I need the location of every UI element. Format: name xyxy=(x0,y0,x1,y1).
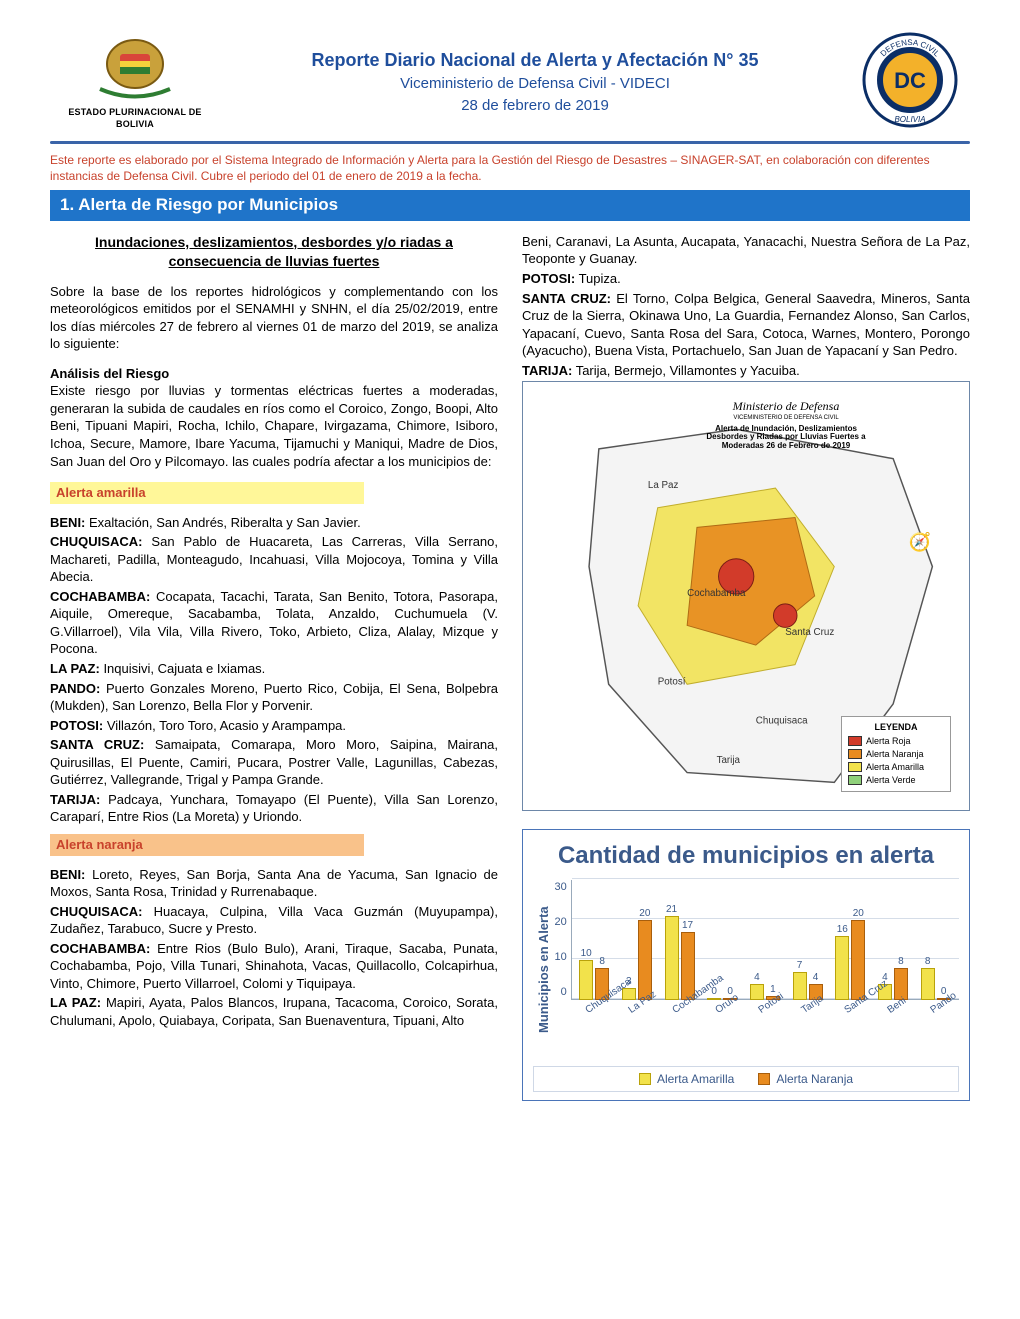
map-legend-row: Alerta Naranja xyxy=(848,748,944,760)
svg-text:Tarija: Tarija xyxy=(717,755,741,766)
left-column: Inundaciones, deslizamientos, desbordes … xyxy=(50,233,498,1101)
map-legend-row: Alerta Verde xyxy=(848,774,944,786)
two-column-layout: Inundaciones, deslizamientos, desbordes … xyxy=(50,233,970,1101)
dept-entry: Beni, Caranavi, La Asunta, Aucapata, Yan… xyxy=(522,233,970,268)
hazard-subtitle: Inundaciones, deslizamientos, desbordes … xyxy=(50,233,498,271)
dept-entry: TARIJA: Tarija, Bermejo, Villamontes y Y… xyxy=(522,362,970,380)
svg-text:BOLIVIA: BOLIVIA xyxy=(894,115,925,124)
yellow-alert-list: BENI: Exaltación, San Andrés, Riberalta … xyxy=(50,514,498,826)
map-legend-title: LEYENDA xyxy=(848,721,944,733)
map-legend-row: Alerta Amarilla xyxy=(848,761,944,773)
yellow-alert-bar: Alerta amarilla xyxy=(50,482,364,504)
svg-text:Potosí: Potosí xyxy=(658,677,686,688)
dept-entry: BENI: Loreto, Reyes, San Borja, Santa An… xyxy=(50,866,498,901)
right-column: Beni, Caranavi, La Asunta, Aucapata, Yan… xyxy=(522,233,970,1101)
report-header: ESTADO PLURINACIONAL DE BOLIVIA Reporte … xyxy=(50,30,970,135)
map-legend-row: Alerta Roja xyxy=(848,735,944,747)
bar-group: 1620 xyxy=(831,920,869,1000)
map-viceministry: VICEMINISTERIO DE DEFENSA CIVIL xyxy=(701,414,871,422)
report-date: 28 de febrero de 2019 xyxy=(220,96,850,116)
state-emblem-caption: ESTADO PLURINACIONAL DE BOLIVIA xyxy=(50,106,220,130)
svg-text:Chuquisaca: Chuquisaca xyxy=(756,716,808,727)
orange-alert-list: BENI: Loreto, Reyes, San Borja, Santa An… xyxy=(50,866,498,1030)
dept-entry: BENI: Exaltación, San Andrés, Riberalta … xyxy=(50,514,498,532)
chart-ylabel: Municipios en Alerta xyxy=(533,880,555,1060)
svg-text:DC: DC xyxy=(894,68,926,93)
chart-plot: 108320211700417416204880 ChuquisacaLa Pa… xyxy=(571,880,959,1040)
map-alert-title: Alerta de Inundación, Deslizamientos Des… xyxy=(701,425,871,451)
compass-icon: 🧭 xyxy=(909,530,931,554)
report-subtitle-1: Viceministerio de Defensa Civil - VIDECI xyxy=(220,74,850,94)
dept-entry: SANTA CRUZ: Samaipata, Comarapa, Moro Mo… xyxy=(50,736,498,789)
chart-yticks: 3020100 xyxy=(555,880,571,1020)
orange-alert-continuation: Beni, Caranavi, La Asunta, Aucapata, Yan… xyxy=(522,233,970,379)
dept-entry: SANTA CRUZ: El Torno, Colpa Belgica, Gen… xyxy=(522,290,970,360)
orange-alert-bar: Alerta naranja xyxy=(50,834,364,856)
chart-legend-item: Alerta Amarilla xyxy=(639,1071,734,1087)
analysis-paragraph: Existe riesgo por lluvias y tormentas el… xyxy=(50,382,498,470)
alert-map: La Paz Santa Cruz Cochabamba Potosí Chuq… xyxy=(522,381,970,811)
header-divider xyxy=(50,141,970,144)
chart-title: Cantidad de municipios en alerta xyxy=(533,842,959,870)
dept-entry: CHUQUISACA: San Pablo de Huacareta, Las … xyxy=(50,533,498,586)
chart-legend-item: Alerta Naranja xyxy=(758,1071,853,1087)
intro-note: Este reporte es elaborado por el Sistema… xyxy=(50,152,970,184)
analysis-heading: Análisis del Riesgo xyxy=(50,365,498,383)
svg-text:La Paz: La Paz xyxy=(648,480,679,491)
dept-entry: PANDO: Puerto Gonzales Moreno, Puerto Ri… xyxy=(50,680,498,715)
dept-entry: LA PAZ: Mapiri, Ayata, Palos Blancos, Ir… xyxy=(50,994,498,1029)
state-emblem: ESTADO PLURINACIONAL DE BOLIVIA xyxy=(50,34,220,130)
dept-entry: LA PAZ: Inquisivi, Cajuata e Ixiamas. xyxy=(50,660,498,678)
header-titles: Reporte Diario Nacional de Alerta y Afec… xyxy=(220,48,850,117)
dept-entry: COCHABAMBA: Entre Rios (Bulo Bulo), Aran… xyxy=(50,940,498,993)
map-header-text: Ministerio de Defensa VICEMINISTERIO DE … xyxy=(701,398,871,451)
dept-entry: TARIJA: Padcaya, Yunchara, Tomayapo (El … xyxy=(50,791,498,826)
defensa-civil-logo: DC DEFENSA CIVIL BOLIVIA xyxy=(850,30,970,135)
dept-entry: POTOSI: Tupiza. xyxy=(522,270,970,288)
intro-paragraph: Sobre la base de los reportes hidrológic… xyxy=(50,283,498,353)
section-1-header: 1. Alerta de Riesgo por Municipios xyxy=(50,190,970,221)
svg-text:Santa Cruz: Santa Cruz xyxy=(785,627,834,638)
map-legend: LEYENDA Alerta RojaAlerta NaranjaAlerta … xyxy=(841,716,951,793)
chart-legend: Alerta Amarilla Alerta Naranja xyxy=(533,1066,959,1092)
dept-entry: CHUQUISACA: Huacaya, Culpina, Villa Vaca… xyxy=(50,903,498,938)
report-title: Reporte Diario Nacional de Alerta y Afec… xyxy=(220,48,850,72)
bar-group: 2117 xyxy=(661,916,699,1000)
dept-entry: COCHABAMBA: Cocapata, Tacachi, Tarata, S… xyxy=(50,588,498,658)
svg-text:Cochabamba: Cochabamba xyxy=(687,588,746,599)
municipios-chart: Cantidad de municipios en alerta Municip… xyxy=(522,829,970,1101)
dept-entry: POTOSI: Villazón, Toro Toro, Acasio y Ar… xyxy=(50,717,498,735)
map-ministry: Ministerio de Defensa xyxy=(701,398,871,414)
